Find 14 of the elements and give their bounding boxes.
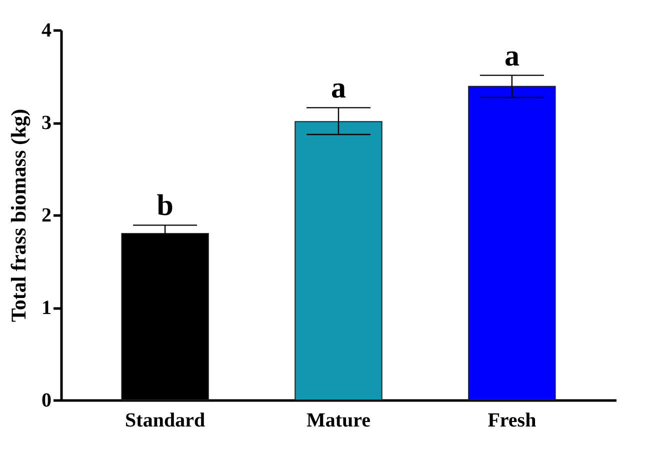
y-tick-label: 1 xyxy=(42,297,52,319)
y-tick-label: 2 xyxy=(42,204,52,226)
annotation: b xyxy=(156,189,174,222)
annotation: a xyxy=(504,39,520,72)
bar xyxy=(468,86,556,400)
y-tick-label: 3 xyxy=(42,112,52,134)
x-tick-label: Standard xyxy=(125,410,206,432)
x-tick-label: Mature xyxy=(306,410,371,432)
annotation: a xyxy=(331,72,346,105)
x-tick-label: Fresh xyxy=(488,410,536,432)
bar xyxy=(294,121,382,400)
y-tick-label: 4 xyxy=(42,20,52,42)
y-axis-title: Total frass biomass (kg) xyxy=(6,108,30,322)
y-tick-label: 0 xyxy=(42,390,52,412)
